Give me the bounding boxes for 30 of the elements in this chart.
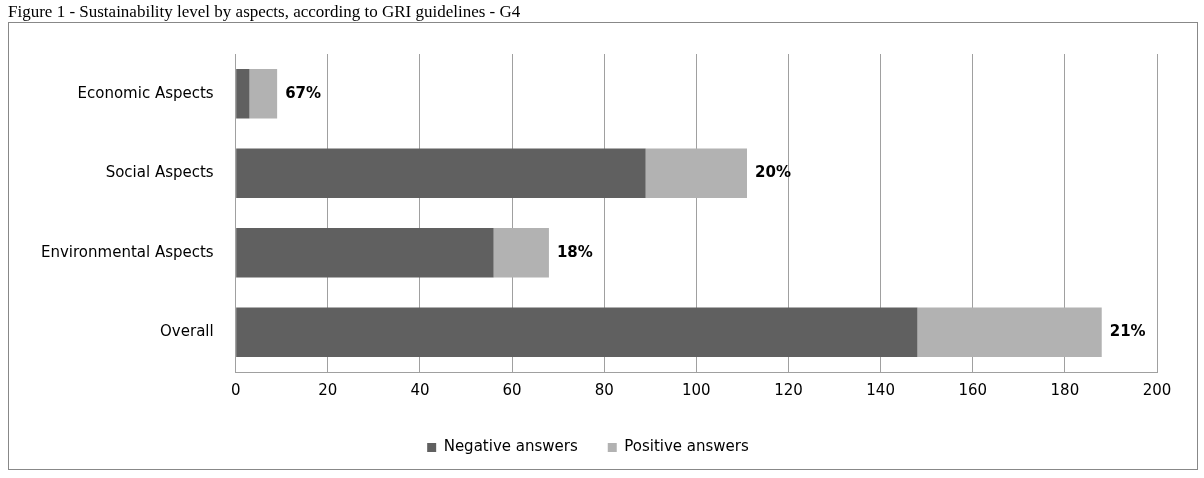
y-tick-label: Economic Aspects xyxy=(77,83,214,102)
x-tick-label: 0 xyxy=(230,380,241,399)
bar xyxy=(493,228,549,278)
x-tick-label: 140 xyxy=(866,380,895,399)
bar xyxy=(236,228,494,278)
bar xyxy=(917,307,1102,357)
annotation: 67% xyxy=(285,83,322,102)
x-tick-label: 20 xyxy=(318,380,338,399)
bar xyxy=(645,148,748,198)
annotation: 21% xyxy=(1109,322,1146,341)
x-tick-label: 200 xyxy=(1142,380,1172,399)
bar xyxy=(249,69,278,119)
y-tick-label: Environmental Aspects xyxy=(40,242,214,261)
x-tick-label: 180 xyxy=(1050,380,1080,399)
chart-title: Figure 1 - Sustainability level by aspects, according to GRI guidelines - G4 xyxy=(7,1,522,22)
x-tick-label: 40 xyxy=(410,380,430,399)
bar xyxy=(236,148,646,198)
legend-label: Positive answers xyxy=(624,437,750,456)
legend-label: Negative answers xyxy=(443,437,578,456)
x-tick-label: 60 xyxy=(502,380,522,399)
x-tick-label: 120 xyxy=(774,380,803,399)
bar xyxy=(236,307,918,357)
y-tick-label: Social Aspects xyxy=(105,163,214,182)
x-tick-label: 100 xyxy=(682,380,711,399)
x-tick-label: 160 xyxy=(958,380,988,399)
y-tick-label: Overall xyxy=(160,322,214,341)
x-tick-label: 80 xyxy=(594,380,614,399)
bar xyxy=(236,69,250,119)
annotation: 18% xyxy=(556,242,593,261)
annotation: 20% xyxy=(755,163,791,182)
